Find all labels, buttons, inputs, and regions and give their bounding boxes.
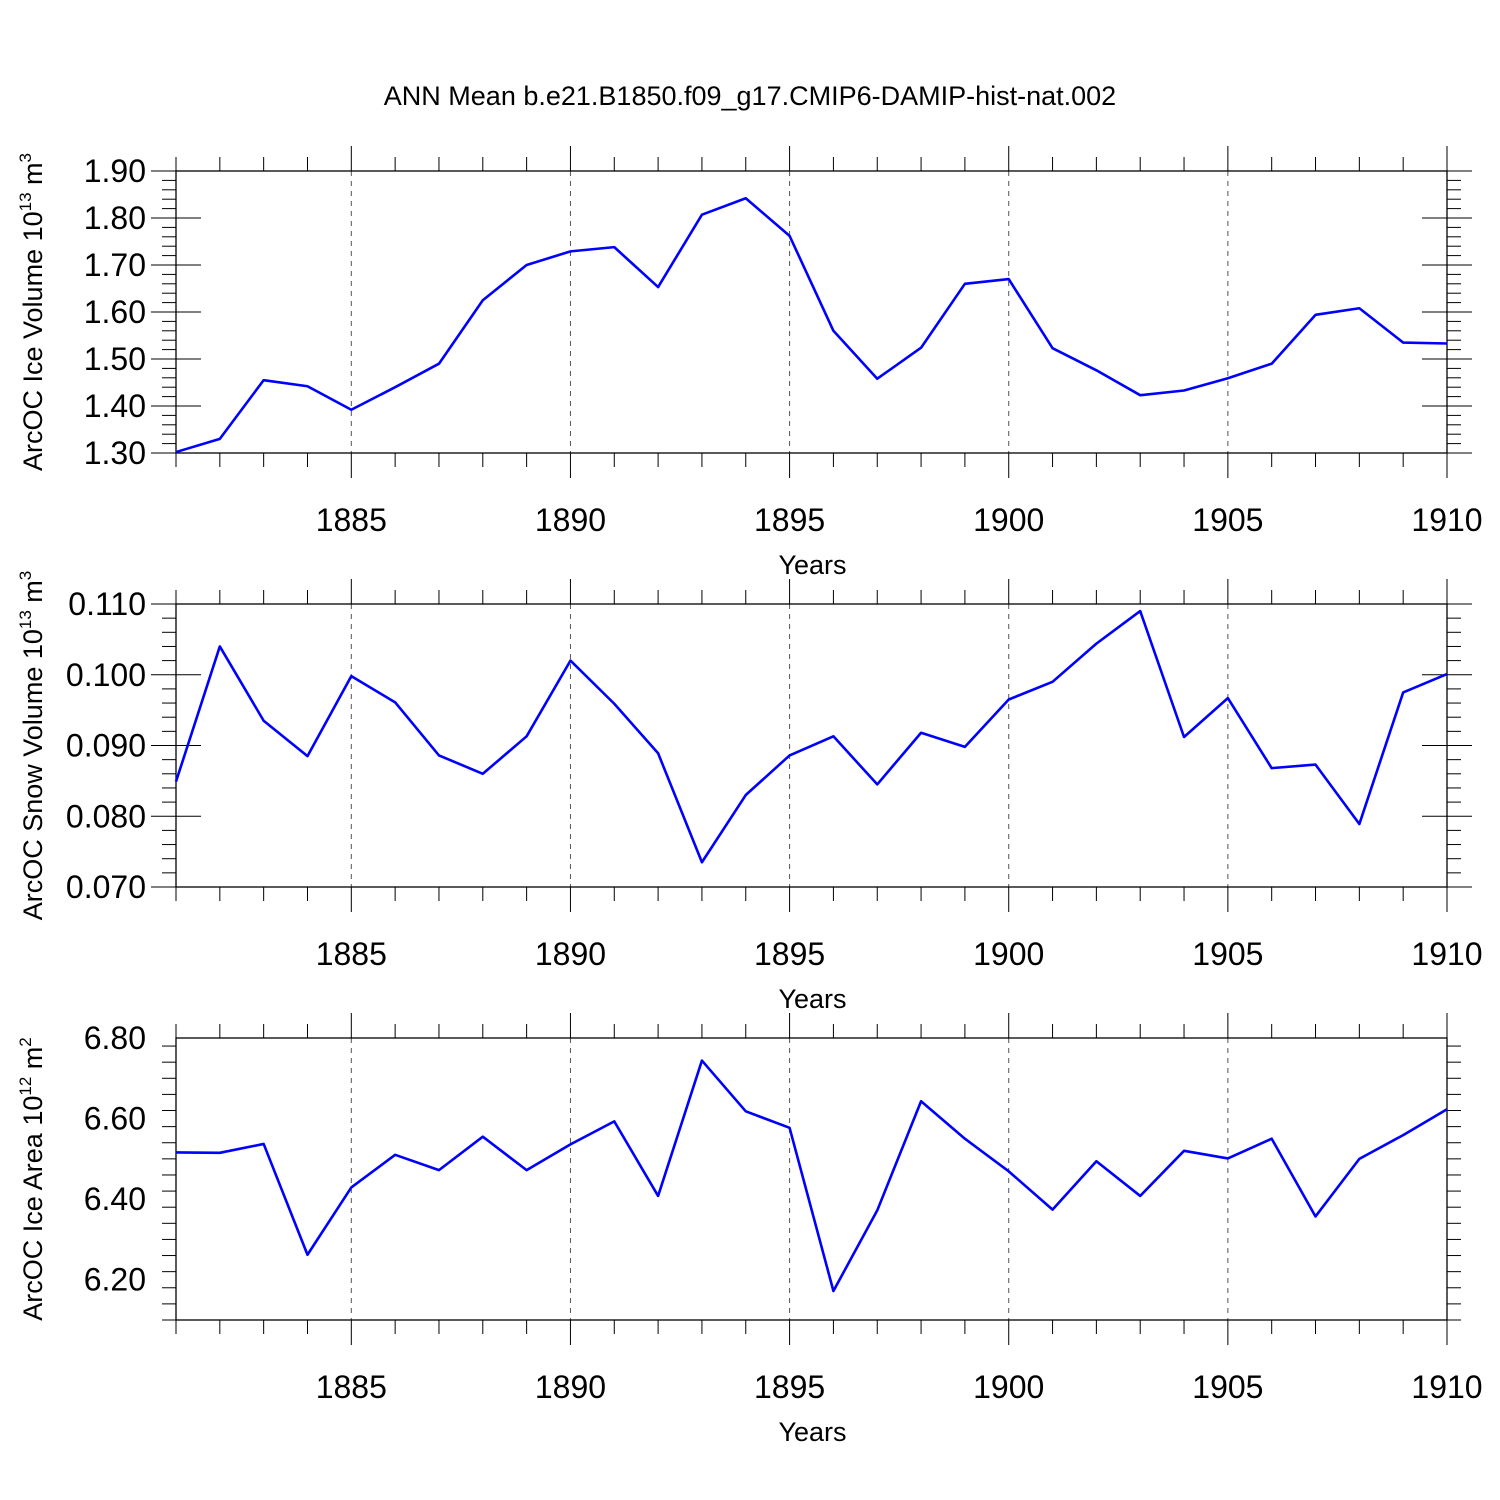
- x-tick-label: 1900: [973, 936, 1044, 972]
- x-tick-label: 1905: [1192, 502, 1263, 538]
- y-tick-label: 0.080: [66, 798, 146, 834]
- y-axis-label: ArcOC Snow Volume 1013 m3: [16, 571, 48, 921]
- y-tick-label: 6.20: [84, 1262, 146, 1298]
- y-tick-label: 1.90: [84, 153, 146, 189]
- x-tick-label: 1910: [1411, 936, 1482, 972]
- y-tick-label: 1.50: [84, 341, 146, 377]
- panels: 1.30 1.40 1.50 1.60 1.70 1.80 1.90 1885 1890 1895…: [16, 146, 1483, 1447]
- x-tick-label: 1890: [535, 502, 606, 538]
- plot-frame: [175, 1037, 1448, 1321]
- series-line: [175, 1059, 1448, 1293]
- y-tick-label: 0.090: [66, 728, 146, 764]
- x-axis-label: Years: [778, 550, 846, 580]
- panel-3: 6.20 6.40 6.60 6.80 1885 1890 1895 1900 1905 1910…: [16, 1013, 1483, 1447]
- x-tick-label: 1885: [316, 1369, 387, 1405]
- y-tick-label: 0.100: [66, 657, 146, 693]
- y-axis-label: ArcOC Ice Area 1012 m2: [16, 1037, 48, 1321]
- y-tick-label: 1.30: [84, 435, 146, 471]
- y-tick-label: 1.80: [84, 200, 146, 236]
- y-axis-label: ArcOC Ice Volume 1013 m3: [16, 153, 48, 471]
- y-tick-label: 6.40: [84, 1181, 146, 1217]
- x-tick-label: 1910: [1411, 1369, 1482, 1405]
- series-line: [174, 609, 1448, 864]
- x-tick-label: 1895: [754, 502, 825, 538]
- y-tick-label: 1.60: [84, 294, 146, 330]
- x-tick-label: 1885: [316, 936, 387, 972]
- chart-title: ANN Mean b.e21.B1850.f09_g17.CMIP6-DAMIP…: [384, 81, 1116, 111]
- series-line: [175, 196, 1448, 454]
- x-tick-label: 1890: [535, 1369, 606, 1405]
- x-axis-label: Years: [778, 1417, 846, 1447]
- y-tick-label: 6.80: [84, 1020, 146, 1056]
- y-tick-label: 6.60: [84, 1101, 146, 1137]
- x-axis-label: Years: [778, 984, 846, 1014]
- x-tick-label: 1900: [973, 502, 1044, 538]
- x-tick-label: 1895: [754, 1369, 825, 1405]
- y-tick-label: 1.70: [84, 247, 146, 283]
- plot-frame: [175, 170, 1448, 454]
- x-tick-label: 1900: [973, 1369, 1044, 1405]
- y-tick-label: 1.40: [84, 388, 146, 424]
- panel-2: 0.070 0.080 0.090 0.100 0.110 1885 1890 1895 190…: [16, 571, 1483, 1014]
- x-tick-label: 1905: [1192, 936, 1263, 972]
- x-tick-label: 1910: [1411, 502, 1482, 538]
- x-tick-label: 1895: [754, 936, 825, 972]
- panel-1: 1.30 1.40 1.50 1.60 1.70 1.80 1.90 1885 1890 1895…: [16, 146, 1483, 580]
- x-tick-label: 1905: [1192, 1369, 1263, 1405]
- y-tick-label: 0.110: [68, 586, 146, 622]
- x-tick-label: 1885: [316, 502, 387, 538]
- x-tick-label: 1890: [535, 936, 606, 972]
- y-tick-label: 0.070: [66, 869, 146, 905]
